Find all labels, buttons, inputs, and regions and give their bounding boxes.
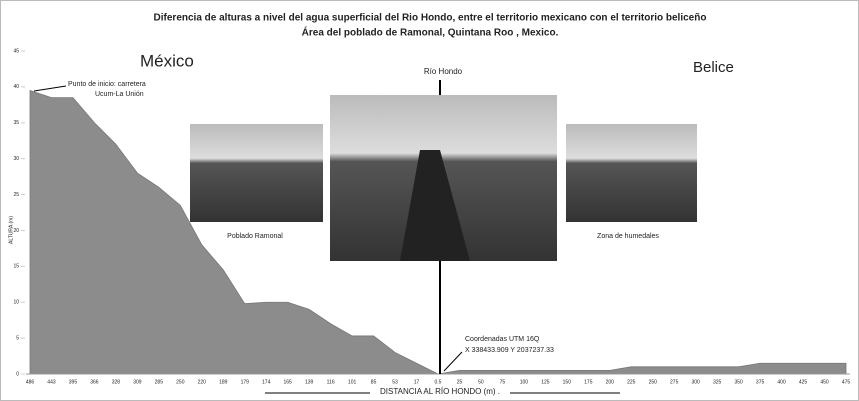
x-tick-label: 220 <box>198 379 207 385</box>
x-tick-label: 85 <box>371 379 377 385</box>
photo-ramonal <box>190 124 323 222</box>
chart-title: Diferencia de alturas a nivel del agua s… <box>154 13 707 24</box>
x-tick-label: 475 <box>842 379 851 385</box>
x-tick-label: 309 <box>133 379 142 385</box>
y-tick-label: 45 <box>13 48 19 54</box>
label-ramonal: Poblado Ramonal <box>227 233 283 240</box>
x-tick-label: 179 <box>241 379 250 385</box>
label-start: Ucum-La Unión <box>95 91 144 98</box>
x-tick-label: 450 <box>820 379 829 385</box>
x-tick-label: 395 <box>69 379 78 385</box>
label-mexico: México <box>140 51 194 70</box>
y-tick-label: 0 <box>16 371 19 377</box>
x-axis-title: DISTANCIA AL RÍO HONDO (m) . <box>380 387 500 396</box>
x-tick-label: 300 <box>692 379 701 385</box>
x-tick-label: 350 <box>734 379 743 385</box>
x-tick-label: 17 <box>414 379 420 385</box>
x-tick-label: 139 <box>305 379 314 385</box>
photo-humedales <box>566 124 697 222</box>
x-tick-label: 366 <box>90 379 99 385</box>
x-tick-label: 25 <box>457 379 463 385</box>
chart: Diferencia de alturas a nivel del agua s… <box>0 0 859 401</box>
x-tick-label: 486 <box>26 379 35 385</box>
x-tick-label: 225 <box>627 379 636 385</box>
label-coord: X 338433.909 Y 2037237.33 <box>465 347 554 354</box>
x-tick-label: 116 <box>327 379 335 385</box>
chart-subtitle: Área del poblado de Ramonal, Quintana Ro… <box>302 26 559 39</box>
y-tick-label: 5 <box>16 335 19 341</box>
y-tick-label: 25 <box>13 192 19 198</box>
x-tick-label: 75 <box>500 379 506 385</box>
x-tick-label: 189 <box>219 379 228 385</box>
x-tick-label: 50 <box>478 379 484 385</box>
x-tick-label: 285 <box>155 379 164 385</box>
y-tick-label: 30 <box>13 156 19 162</box>
x-tick-label: 100 <box>520 379 529 385</box>
x-tick-label: 53 <box>392 379 398 385</box>
label-humedales: Zona de humedales <box>597 233 659 240</box>
x-tick-label: 250 <box>649 379 658 385</box>
y-tick-label: 15 <box>13 264 19 270</box>
y-tick-label: 40 <box>13 84 19 90</box>
label-belice: Belice <box>693 59 734 76</box>
x-tick-label: 174 <box>262 379 271 385</box>
x-tick-label: 375 <box>756 379 765 385</box>
x-tick-label: 0.5 <box>435 379 442 385</box>
x-tick-label: 443 <box>47 379 56 385</box>
y-tick-label: 10 <box>13 300 19 306</box>
label-rio: Río Hondo <box>424 67 463 76</box>
y-axis-title: ALTURA (m) <box>8 216 14 244</box>
x-tick-label: 165 <box>284 379 293 385</box>
x-tick-label: 101 <box>348 379 357 385</box>
x-tick-label: 175 <box>584 379 593 385</box>
x-tick-label: 125 <box>541 379 550 385</box>
label-coord: Coordenadas UTM 16Q <box>465 336 540 343</box>
x-tick-label: 400 <box>777 379 786 385</box>
y-tick-label: 35 <box>13 120 19 126</box>
x-tick-label: 325 <box>713 379 722 385</box>
x-tick-label: 150 <box>563 379 572 385</box>
label-start: Punto de inicio: carretera <box>68 81 146 88</box>
x-tick-label: 200 <box>606 379 615 385</box>
x-tick-label: 250 <box>176 379 185 385</box>
x-tick-label: 328 <box>112 379 121 385</box>
x-tick-label: 275 <box>670 379 679 385</box>
x-tick-label: 425 <box>799 379 808 385</box>
